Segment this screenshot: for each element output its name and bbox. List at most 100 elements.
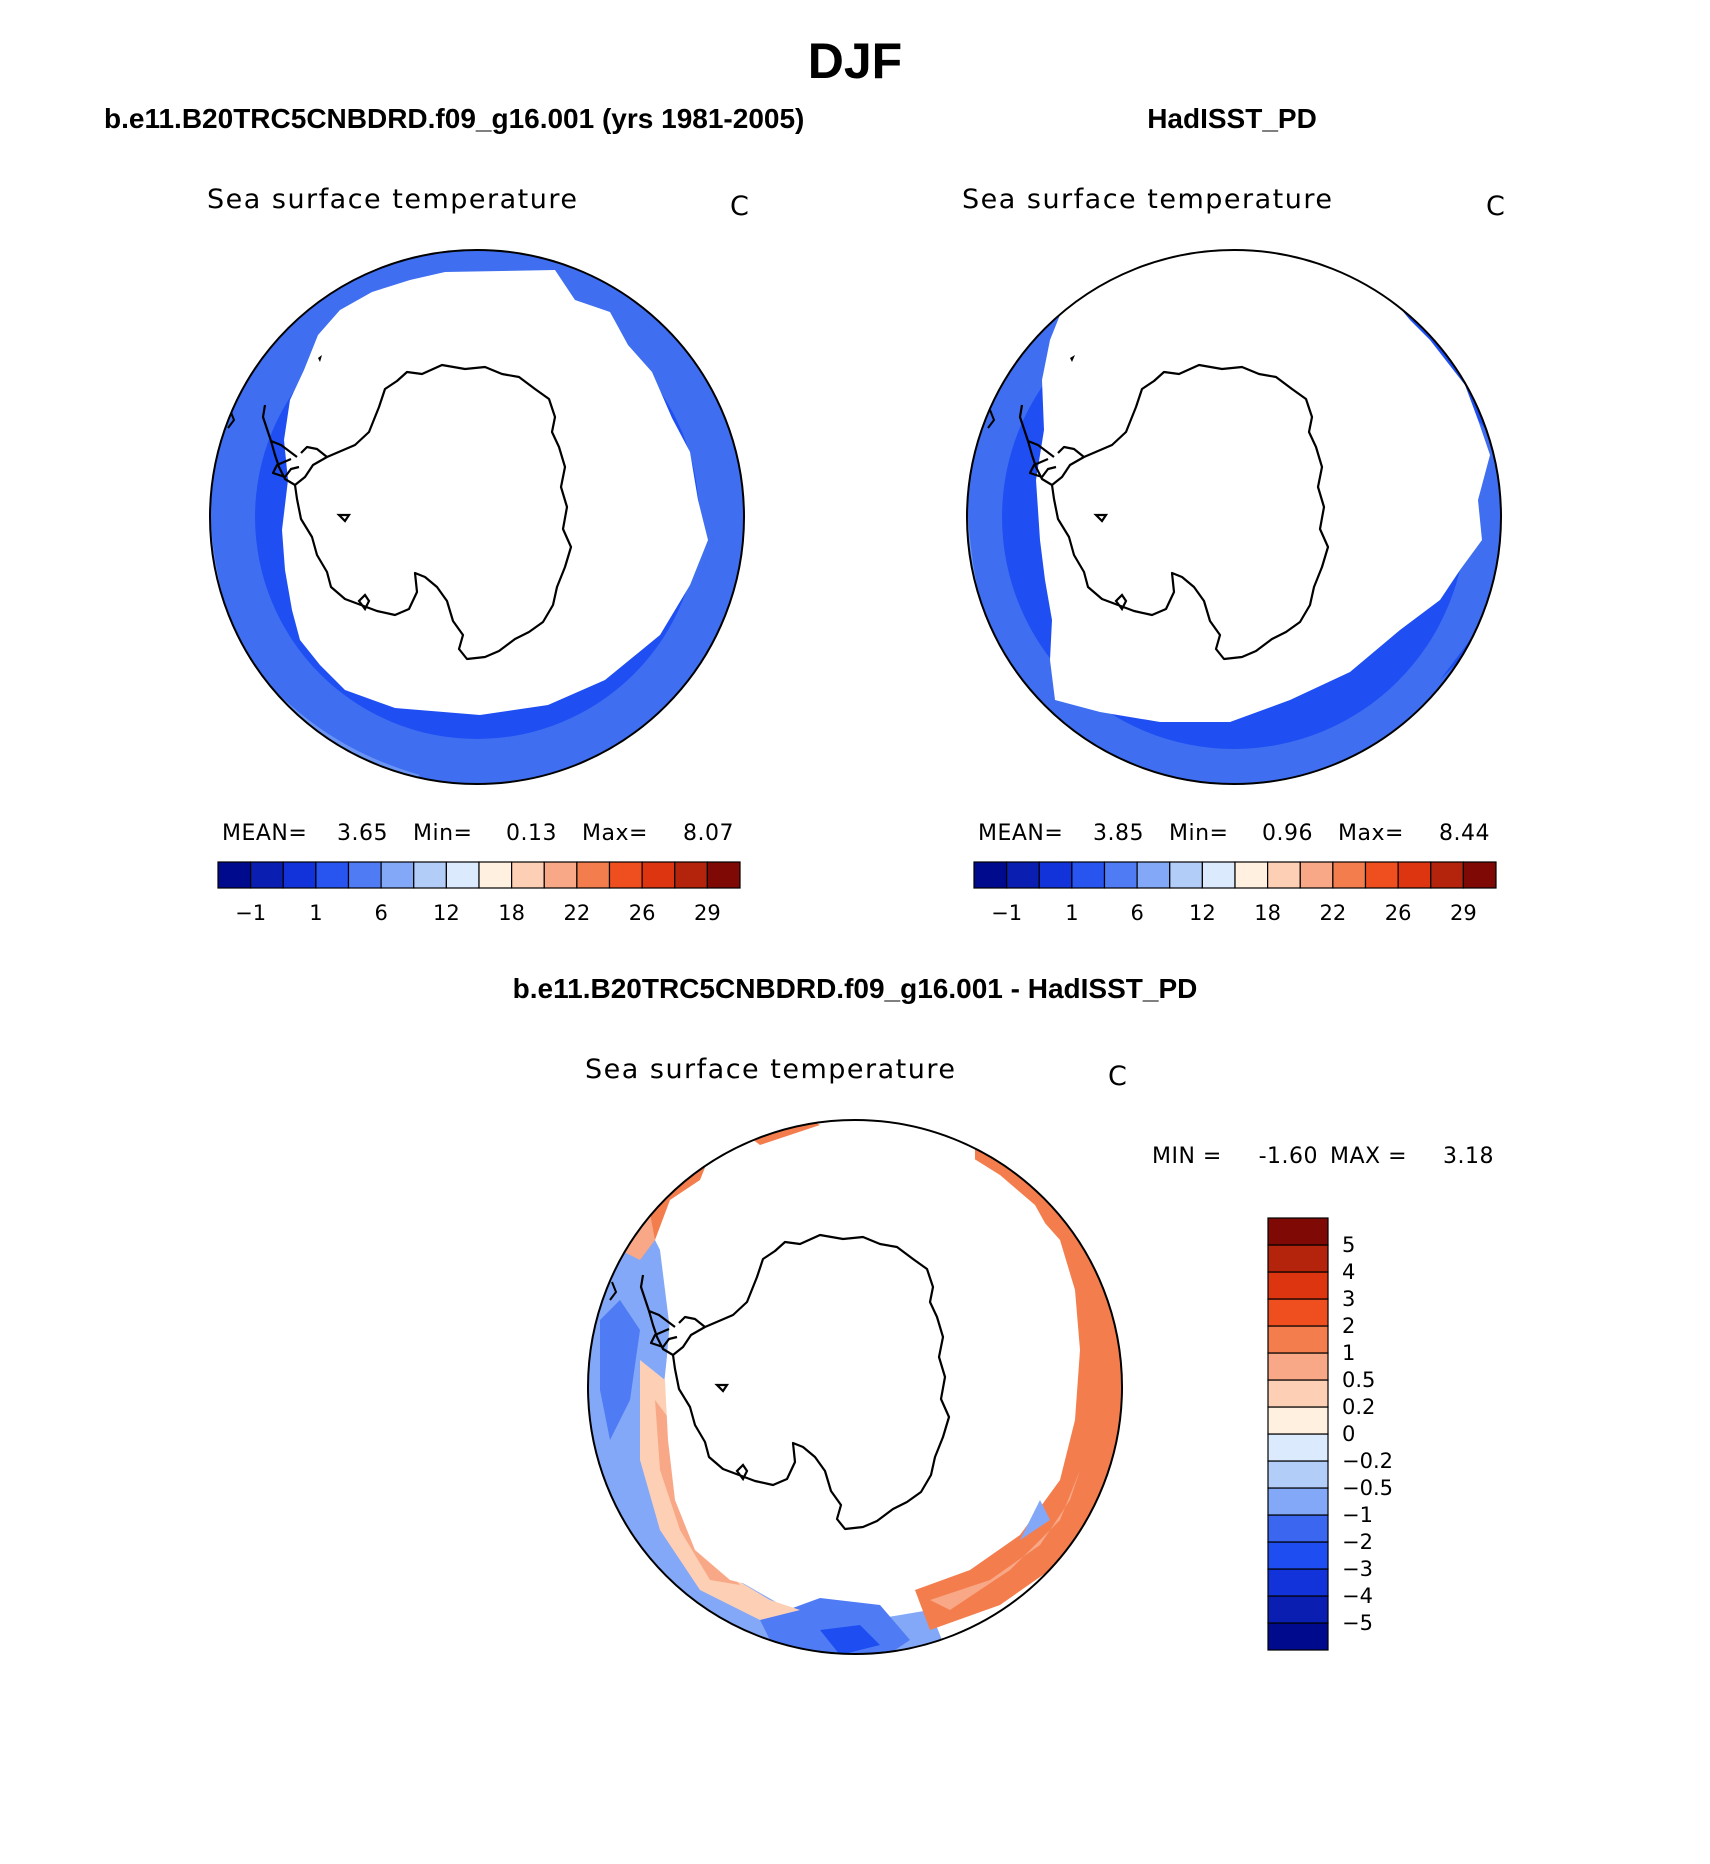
panel-obs-units: C <box>1486 191 1506 222</box>
colorbar-obs-swatch <box>1430 861 1464 889</box>
colorbar-diff-tick-label: −2 <box>1342 1530 1373 1554</box>
panel-model-max-label: Max= <box>582 821 648 846</box>
map-obs <box>967 250 1501 784</box>
map-obs-border <box>966 249 1502 785</box>
panel-obs-case-title: HadISST_PD <box>1147 103 1317 134</box>
colorbar-model-swatch <box>641 861 676 889</box>
colorbar-obs-tick-label: −1 <box>991 901 1022 925</box>
panel-model-min-label: Min= <box>413 821 472 846</box>
colorbar-model-tick-label: 29 <box>694 901 721 925</box>
colorbar-diff-tick-label: −3 <box>1342 1557 1373 1581</box>
colorbar-obs-tick-label: 26 <box>1385 901 1412 925</box>
colorbar-obs-tick-label: 18 <box>1254 901 1281 925</box>
colorbar-diff-swatch <box>1267 1244 1329 1273</box>
panel-model-case-title: b.e11.B20TRC5CNBDRD.f09_g16.001 (yrs 198… <box>104 103 804 134</box>
colorbar-model-swatch <box>543 861 578 889</box>
panel-diff: b.e11.B20TRC5CNBDRD.f09_g16.001 - HadISS… <box>513 973 1494 1655</box>
colorbar-model-tick-label: 1 <box>309 901 322 925</box>
colorbar-diff-swatch <box>1267 1433 1329 1462</box>
colorbar-model-swatch <box>674 861 708 889</box>
colorbar-diff-swatch <box>1267 1325 1329 1354</box>
colorbar-obs-tick-label: 12 <box>1189 901 1216 925</box>
colorbar-diff: −5 −4 −3 −2 −1 −0.5 −0.2 0 0.2 0.5 1 2 3 4 5 <box>1267 1217 1393 1651</box>
panel-diff-field-label: Sea surface temperature <box>585 1054 956 1085</box>
colorbar-model-swatch <box>706 861 741 889</box>
colorbar-diff-swatch <box>1267 1379 1329 1408</box>
colorbar-diff-swatch <box>1267 1541 1329 1570</box>
colorbar-model-tick-label: 18 <box>498 901 525 925</box>
panel-model-units: C <box>730 191 750 222</box>
colorbar-diff-tick-label: −1 <box>1342 1503 1373 1527</box>
colorbar-obs-swatch <box>1201 861 1236 889</box>
colorbar-diff-swatch <box>1267 1352 1329 1381</box>
colorbar-diff-swatch <box>1267 1460 1329 1489</box>
colorbar-obs-tick-label: 6 <box>1130 901 1143 925</box>
colorbar-diff-swatch <box>1267 1298 1329 1327</box>
panel-obs-min-value: 0.96 <box>1262 821 1313 846</box>
colorbar-diff-swatch <box>1267 1622 1329 1651</box>
colorbar-diff-tick-label: 4 <box>1342 1260 1355 1284</box>
colorbar-model-tick-label: −1 <box>235 901 266 925</box>
panel-obs-max-label: Max= <box>1338 821 1404 846</box>
colorbar-model-swatch <box>608 861 643 889</box>
colorbar-obs-tick-label: 1 <box>1065 901 1078 925</box>
colorbar-model-swatch <box>478 861 513 889</box>
panel-obs: HadISST_PD Sea surface temperature C MEA… <box>962 103 1506 925</box>
colorbar-model-swatch <box>576 861 611 889</box>
colorbar-diff-tick-label: 5 <box>1342 1233 1355 1257</box>
colorbar-obs-swatch <box>1038 861 1073 889</box>
colorbar-obs-swatch <box>1397 861 1432 889</box>
colorbar-diff-swatch <box>1267 1406 1329 1435</box>
colorbar-obs-swatch <box>1136 861 1171 889</box>
colorbar-model-tick-label: 26 <box>629 901 656 925</box>
colorbar-obs-swatch <box>1071 861 1106 889</box>
panel-model-mean-value: 3.65 <box>337 821 388 846</box>
colorbar-obs-swatch <box>1169 861 1203 889</box>
colorbar-model-swatch <box>413 861 447 889</box>
colorbar-model-swatch <box>217 861 252 889</box>
colorbar-model-tick-label: 12 <box>433 901 460 925</box>
panel-model-field-label: Sea surface temperature <box>207 184 578 215</box>
colorbar-diff-tick-label: 0.2 <box>1342 1395 1375 1419</box>
panel-diff-min-value: -1.60 <box>1259 1144 1318 1169</box>
colorbar-diff-tick-label: −4 <box>1342 1584 1373 1608</box>
colorbar-obs-swatch <box>1332 861 1367 889</box>
colorbar-model-swatch <box>511 861 545 889</box>
colorbar-diff-tick-label: −5 <box>1342 1611 1373 1635</box>
colorbar-model-tick-label: 6 <box>374 901 387 925</box>
panel-obs-mean-value: 3.85 <box>1093 821 1144 846</box>
panel-obs-min-label: Min= <box>1169 821 1228 846</box>
panel-obs-field-label: Sea surface temperature <box>962 184 1333 215</box>
colorbar-diff-tick-label: 1 <box>1342 1341 1355 1365</box>
panel-obs-mean-label: MEAN= <box>978 821 1063 846</box>
colorbar-model: −1 1 6 12 18 22 26 29 <box>217 861 741 925</box>
panel-diff-max-value: 3.18 <box>1443 1144 1494 1169</box>
colorbar-diff-tick-label: 0 <box>1342 1422 1355 1446</box>
colorbar-model-swatch <box>250 861 284 889</box>
colorbar-model-swatch <box>380 861 415 889</box>
colorbar-obs-swatch <box>1103 861 1138 889</box>
colorbar-obs-swatch <box>1234 861 1269 889</box>
colorbar-obs-tick-label: 29 <box>1450 901 1477 925</box>
panel-model-min-value: 0.13 <box>506 821 557 846</box>
colorbar-obs-swatch <box>973 861 1008 889</box>
colorbar-diff-swatch <box>1267 1568 1329 1597</box>
colorbar-diff-swatch <box>1267 1487 1329 1516</box>
colorbar-diff-tick-label: 0.5 <box>1342 1368 1375 1392</box>
colorbar-diff-tick-label: 2 <box>1342 1314 1355 1338</box>
panel-diff-units: C <box>1108 1061 1128 1092</box>
map-diff-border <box>587 1119 1123 1655</box>
colorbar-diff-swatch <box>1267 1271 1329 1300</box>
panel-model-mean-label: MEAN= <box>222 821 307 846</box>
panel-model-max-value: 8.07 <box>683 821 734 846</box>
panel-diff-max-label: MAX = <box>1330 1144 1407 1169</box>
colorbar-obs-swatch <box>1267 861 1301 889</box>
colorbar-obs-tick-label: 22 <box>1320 901 1347 925</box>
colorbar-obs-swatch <box>1299 861 1334 889</box>
colorbar-obs-swatch <box>1006 861 1040 889</box>
colorbar-model-swatch <box>315 861 350 889</box>
colorbar-diff-swatch <box>1267 1595 1329 1624</box>
colorbar-diff-swatch <box>1267 1217 1329 1246</box>
panel-diff-case-title: b.e11.B20TRC5CNBDRD.f09_g16.001 - HadISS… <box>513 973 1198 1004</box>
